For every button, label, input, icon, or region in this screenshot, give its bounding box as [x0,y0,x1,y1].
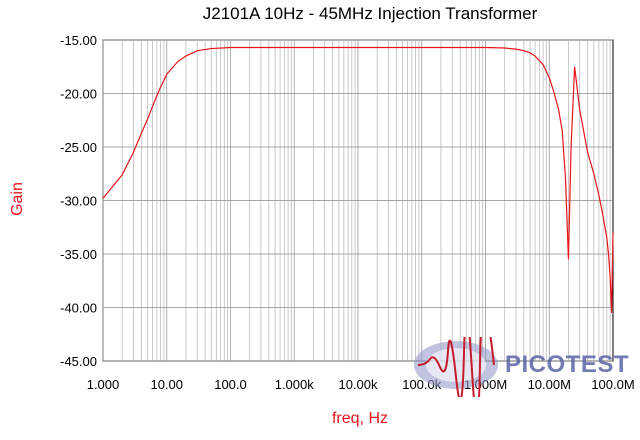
y-tick-label: -25.00 [60,140,97,155]
y-axis-label: Gain [9,182,26,216]
chart-title: J2101A 10Hz - 45MHz Injection Transforme… [202,4,538,23]
logo-text: PICOTEST [505,351,630,378]
y-tick-label: -40.00 [60,301,97,316]
x-tick-label: 10.00M [528,377,571,392]
x-axis-tick-labels: 1.000 10.00 100.0 1.000k 10.00k 100.0k 1.000M 1… [87,377,635,392]
x-tick-label: 10.00k [338,377,378,392]
grid [102,39,613,362]
y-tick-label: -35.00 [60,247,97,262]
series-line [102,46,614,313]
x-tick-label: 1.000 [87,377,120,392]
x-axis-label: freq, Hz [331,410,388,427]
y-tick-label: -30.00 [60,194,97,209]
y-tick-label: -20.00 [60,87,97,102]
x-tick-label: 100.0M [591,377,634,392]
x-tick-label: 100.0 [214,377,247,392]
x-tick-label: 1.000k [275,377,315,392]
y-axis-tick-labels: -15.00 -20.00 -25.00 -30.00 -35.00 -40.00 -45.… [60,33,97,369]
x-tick-label: 10.00 [150,377,183,392]
picotest-logo: PICOTEST [408,309,640,419]
y-tick-label: -45.00 [60,354,97,369]
y-tick-label: -15.00 [60,33,97,48]
logo-waveform-icon [414,309,498,419]
